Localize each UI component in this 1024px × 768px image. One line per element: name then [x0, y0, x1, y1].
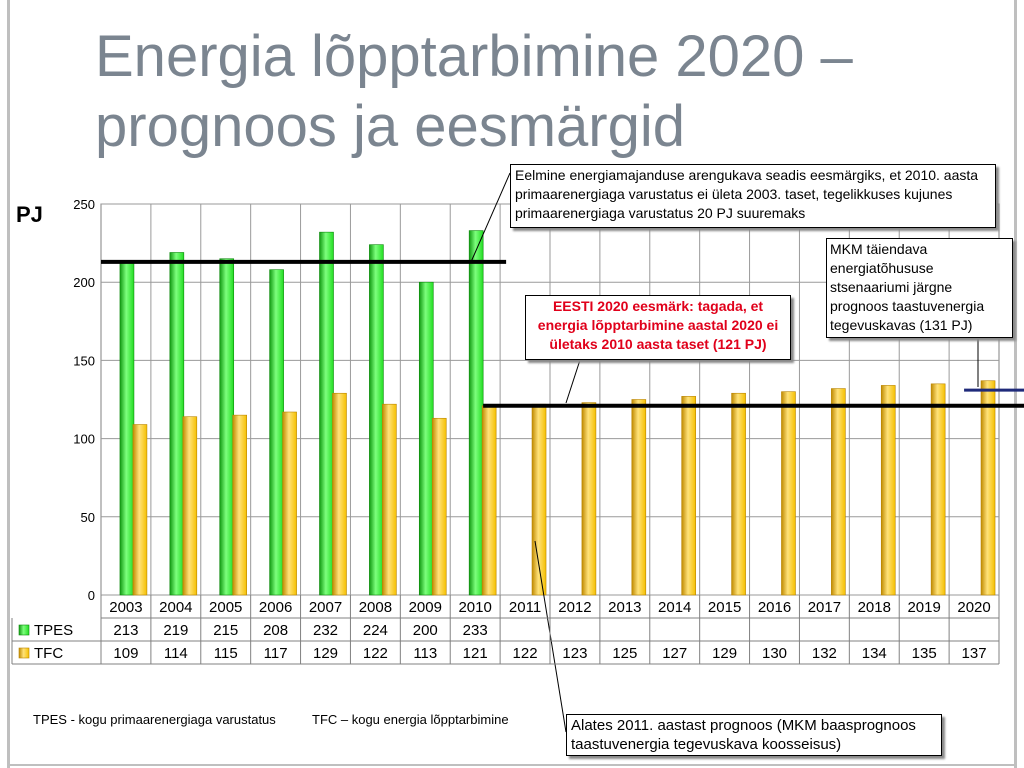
data-label-tfc: 135: [912, 645, 937, 662]
bar-tfc: [232, 414, 247, 596]
leader-target-2020: [565, 359, 581, 404]
data-label-tfc: 125: [612, 645, 637, 662]
data-label-tfc: 123: [562, 645, 587, 662]
legend-swatch-tfc: [18, 647, 30, 659]
data-label-tpes: 232: [313, 622, 338, 639]
x-tick-label: 2016: [758, 599, 791, 616]
x-tick-label: 2014: [658, 599, 691, 616]
legend-label-tpes: TPES: [34, 622, 73, 639]
bar-tfc: [781, 391, 796, 596]
slide-frame-right: [1014, 0, 1017, 768]
footnote-tfc: TFC – kogu energia lõpptarbimine: [312, 712, 509, 727]
callout-previous-plan: Eelmine energiamajanduse arengukava sead…: [510, 164, 996, 228]
data-label-tfc: 132: [812, 645, 837, 662]
x-tick-label: 2017: [808, 599, 841, 616]
bar-tfc: [581, 402, 597, 596]
data-label-tpes: 233: [463, 622, 488, 639]
data-label-tfc: 134: [862, 645, 887, 662]
data-label-tfc: 117: [264, 645, 288, 662]
y-tick-label: 50: [81, 510, 95, 525]
bar-tpes: [418, 281, 434, 596]
data-label-tpes: 200: [413, 622, 438, 639]
data-label-tfc: 122: [513, 645, 538, 662]
bar-tpes: [219, 258, 235, 596]
y-tick-label: 100: [73, 432, 95, 447]
x-tick-label: 2011: [509, 599, 541, 616]
x-tick-label: 2005: [209, 599, 242, 616]
legend-label-tfc: TFC: [34, 645, 63, 662]
y-axis-unit-label: PJ: [16, 202, 43, 227]
y-axis-ticks: 0 50 100 150 200 250: [73, 197, 95, 603]
bar-tpes: [468, 230, 484, 596]
leader-previous-plan: [470, 172, 511, 263]
x-tick-label: 2015: [708, 599, 741, 616]
bar-tfc: [182, 416, 198, 596]
callout-mkm-scenario: MKM täiendava energiatõhususe stsenaariu…: [826, 238, 1013, 338]
data-label-tfc: 127: [662, 645, 687, 662]
data-label-tpes: 215: [213, 622, 238, 639]
bar-tfc: [930, 383, 946, 596]
title-line-2: prognoos ja eesmärgid: [95, 94, 686, 159]
data-label-tfc: 114: [164, 645, 188, 662]
slide-title: Energia lõpptarbimine 2020 – prognoos ja…: [95, 22, 955, 162]
x-tick-label: 2003: [109, 599, 142, 616]
legend-swatch-tpes: [18, 624, 30, 636]
y-tick-label: 250: [73, 197, 95, 212]
bar-tfc: [132, 424, 148, 596]
bar-tfc: [431, 417, 447, 596]
data-label-tfc: 109: [113, 645, 138, 662]
bar-tpes: [269, 269, 284, 596]
bar-tfc: [980, 380, 996, 596]
title-line-1: Energia lõpptarbimine 2020 –: [95, 24, 853, 89]
data-label-tfc: 129: [712, 645, 737, 662]
footnote-tpes: TPES - kogu primaarenergiaga varustatus: [33, 712, 276, 727]
bar-tfc: [831, 388, 846, 596]
data-label-tfc: 122: [363, 645, 388, 662]
x-tick-label: 2004: [159, 599, 192, 616]
x-tick-label: 2013: [608, 599, 641, 616]
data-label-tfc: 121: [463, 645, 488, 662]
data-label-tfc: 130: [762, 645, 787, 662]
bar-tfc: [880, 385, 896, 596]
bar-tfc: [481, 405, 497, 596]
bar-tpes: [319, 231, 334, 596]
x-tick-label: 2019: [907, 599, 940, 616]
callout-target-2020: EESTI 2020 eesmärk: tagada, et energia l…: [525, 295, 791, 360]
callout-forecast-note: Alates 2011. aastast prognoos (MKM baasp…: [566, 714, 942, 756]
y-tick-label: 150: [73, 353, 95, 368]
reference-lines: [101, 259, 1024, 408]
x-tick-label: 2006: [259, 599, 292, 616]
bar-tfc: [282, 411, 297, 596]
data-label-tfc: 137: [962, 645, 987, 662]
data-label-tfc: 129: [313, 645, 338, 662]
bar-tpes: [119, 261, 135, 596]
x-tick-label: 2018: [858, 599, 891, 616]
data-label-tpes: 224: [363, 622, 388, 639]
data-label-tfc: 115: [214, 645, 238, 662]
bar-tfc: [631, 399, 647, 596]
x-tick-label: 2010: [458, 599, 491, 616]
x-tick-label: 2012: [558, 599, 591, 616]
slide-frame-bottom: [7, 764, 1017, 766]
data-label-tpes: 213: [113, 622, 138, 639]
x-tick-label: 2007: [309, 599, 342, 616]
data-label-tpes: 208: [263, 622, 288, 639]
data-label-tpes: 219: [163, 622, 188, 639]
y-tick-label: 200: [73, 275, 95, 290]
data-label-tfc: 113: [413, 645, 437, 662]
x-tick-label: 2008: [359, 599, 392, 616]
x-tick-label: 2020: [957, 599, 990, 616]
bar-tfc: [681, 396, 696, 596]
slide-frame-left: [7, 0, 10, 768]
x-tick-label: 2009: [409, 599, 442, 616]
bar-tpes: [369, 244, 384, 596]
bar-tfc: [332, 392, 347, 596]
bar-tfc: [382, 403, 397, 596]
chart-bars: [119, 230, 996, 596]
bar-tfc: [731, 392, 746, 596]
data-table: 2003 2004 2005 2006 2007 2008 2009 2010 2011 2012…: [11, 595, 1000, 665]
bar-tpes: [169, 252, 185, 596]
y-tick-label: 0: [88, 588, 95, 603]
